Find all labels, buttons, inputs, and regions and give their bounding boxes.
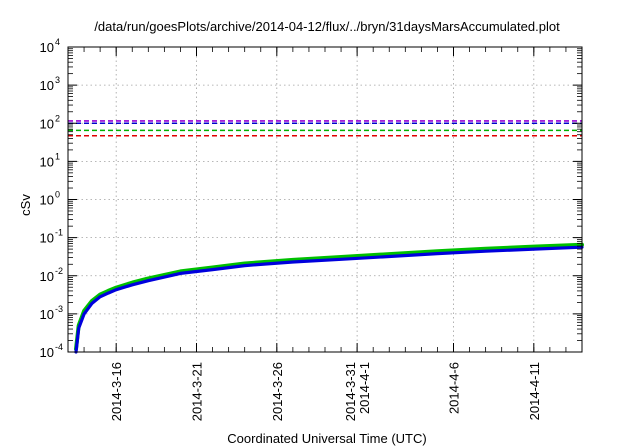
y-tick-exponent: -1 bbox=[55, 228, 63, 238]
y-tick-exponent: -4 bbox=[55, 342, 63, 352]
y-tick-exponent: 1 bbox=[55, 151, 60, 161]
y-tick-label: 10 bbox=[40, 193, 54, 208]
y-tick-label: 10 bbox=[40, 78, 54, 93]
series-line-2 bbox=[74, 245, 584, 354]
y-tick-label: 10 bbox=[40, 154, 54, 169]
grid bbox=[68, 47, 582, 352]
x-tick-labels: 2014-3-16 2014-3-21 2014-3-26 2014-3-31 2014… bbox=[109, 362, 542, 421]
y-tick-exponent: 2 bbox=[55, 113, 60, 123]
y-tick-exponent: -2 bbox=[55, 266, 63, 276]
y-tick-exponent: 4 bbox=[55, 37, 60, 47]
y-tick-label: 10 bbox=[40, 40, 54, 55]
chart-title: /data/run/goesPlots/archive/2014-04-12/f… bbox=[94, 19, 560, 34]
x-tick-label: 2014-3-16 bbox=[109, 362, 124, 421]
series-line-1 bbox=[74, 242, 584, 351]
y-tick-label: 10 bbox=[40, 231, 54, 246]
x-tick-label: 2014-3-26 bbox=[270, 362, 285, 421]
y-tick-exponent: 0 bbox=[55, 190, 60, 200]
x-tick-label: 2014-4-1 bbox=[357, 362, 372, 414]
x-tick-label: 2014-3-31 bbox=[343, 362, 358, 421]
y-axis-label: cSv bbox=[18, 194, 33, 216]
y-tick-exponent: 3 bbox=[55, 75, 60, 85]
y-tick-label: 10 bbox=[40, 116, 54, 131]
y-tick-label: 10 bbox=[40, 307, 54, 322]
y-tick-label: 10 bbox=[40, 345, 54, 360]
x-axis-label: Coordinated Universal Time (UTC) bbox=[227, 431, 426, 446]
series-lines bbox=[74, 242, 584, 354]
x-tick-label: 2014-4-6 bbox=[447, 362, 462, 414]
axis-ticks bbox=[68, 46, 582, 353]
x-tick-label: 2014-4-11 bbox=[527, 362, 542, 420]
y-tick-exponent: -3 bbox=[55, 304, 63, 314]
y-tick-label: 10 bbox=[40, 269, 54, 284]
x-tick-label: 2014-3-21 bbox=[190, 362, 205, 421]
reference-lines bbox=[68, 120, 582, 137]
